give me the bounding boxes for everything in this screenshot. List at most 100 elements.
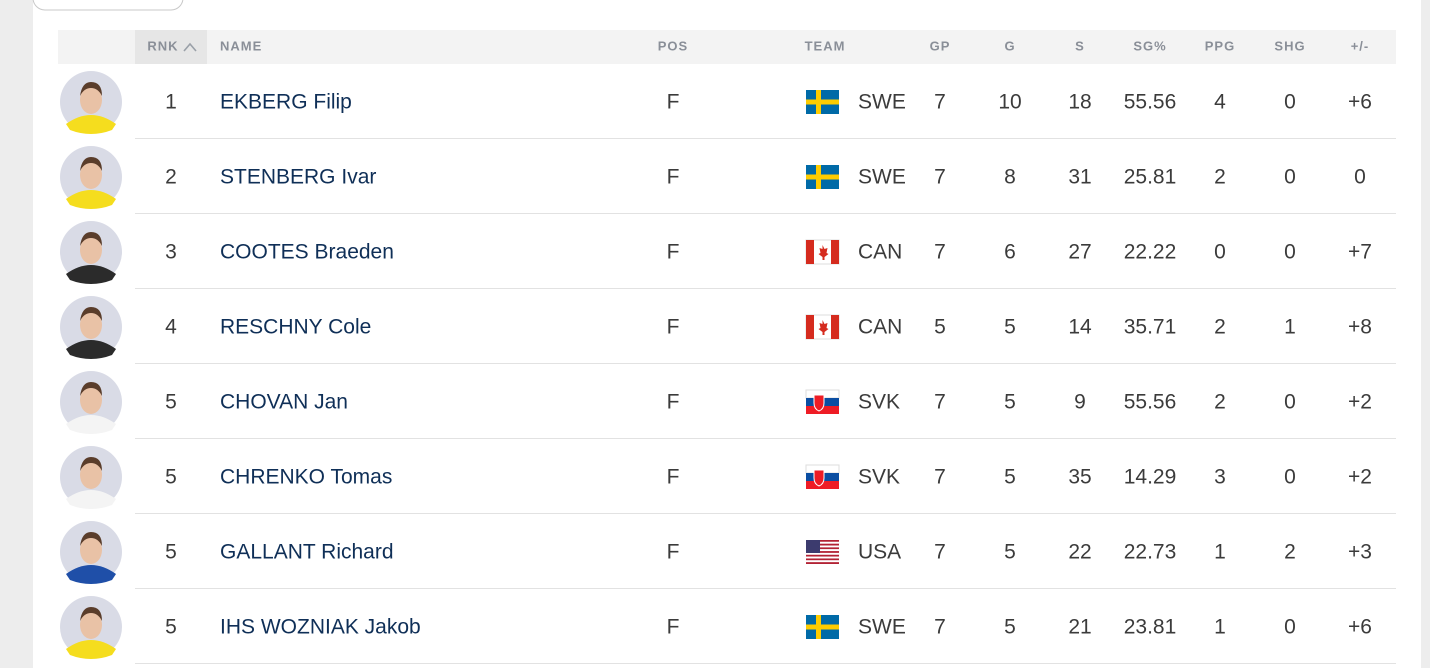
cell: 21 xyxy=(1068,616,1091,639)
cell: 0 xyxy=(1284,241,1296,264)
avatar-face xyxy=(80,311,102,339)
cell: 2 xyxy=(1284,541,1296,564)
cell: 7 xyxy=(934,541,946,564)
table-row[interactable]: 1 EKBERG Filip F SWE 7 10 18 55.56 4 0 +6 xyxy=(60,71,1396,139)
column-header[interactable]: +/- xyxy=(1351,38,1370,53)
player-name[interactable]: EKBERG Filip xyxy=(220,91,352,114)
cell: 2 xyxy=(1214,391,1226,414)
avatar-face xyxy=(80,86,102,114)
table-row[interactable]: 5 IHS WOZNIAK Jakob F SWE 7 5 21 23.81 1 0 +6 xyxy=(60,596,1396,664)
flag-stripe xyxy=(806,543,839,546)
cell: +8 xyxy=(1348,316,1372,339)
avatar-hair xyxy=(80,307,102,321)
cell: 7 xyxy=(934,166,946,189)
player-name[interactable]: CHRENKO Tomas xyxy=(220,466,392,489)
column-header[interactable]: S xyxy=(1075,38,1085,53)
table-row[interactable]: 4 RESCHNY Cole F CAN 5 5 14 35.71 2 1 +8 xyxy=(60,296,1396,364)
table-row[interactable]: 5 GALLANT Richard F USA 7 5 22 22.73 1 2 +3 xyxy=(60,521,1396,589)
column-header[interactable]: PPG xyxy=(1205,38,1235,53)
cell: +2 xyxy=(1348,466,1372,489)
cell: 2 xyxy=(1214,166,1226,189)
cell: 10 xyxy=(998,91,1021,114)
flag-band xyxy=(806,481,839,489)
header-row xyxy=(58,30,1396,64)
table-row[interactable]: 5 CHOVAN Jan F SVK 7 5 9 55.56 2 0 +2 xyxy=(60,371,1396,439)
column-header[interactable]: POS xyxy=(658,38,688,53)
cell: 3 xyxy=(165,241,177,264)
player-name[interactable]: IHS WOZNIAK Jakob xyxy=(220,616,421,639)
sorted-column-header[interactable] xyxy=(135,30,207,64)
avatar-jersey xyxy=(66,415,116,434)
avatar-jersey xyxy=(66,115,116,134)
cell: CAN xyxy=(858,316,902,339)
player-name[interactable]: GALLANT Richard xyxy=(220,541,394,564)
column-header[interactable]: NAME xyxy=(220,38,262,53)
cell: 5 xyxy=(1004,541,1016,564)
cell: 7 xyxy=(934,616,946,639)
cell: 1 xyxy=(1214,616,1226,639)
flag-canton xyxy=(806,540,820,553)
flag-stripe xyxy=(806,549,839,552)
avatar-face xyxy=(80,536,102,564)
player-name[interactable]: COOTES Braeden xyxy=(220,241,394,264)
avatar-face xyxy=(80,161,102,189)
player-name[interactable]: STENBERG Ivar xyxy=(220,166,376,189)
table-row[interactable]: 3 COOTES Braeden F CAN 7 6 27 22.22 0 0 +7 xyxy=(60,221,1396,289)
cell: F xyxy=(667,541,680,564)
column-header[interactable]: TEAM xyxy=(805,38,846,53)
cell: 5 xyxy=(165,466,177,489)
flag-band xyxy=(806,406,839,414)
flag-shield xyxy=(813,469,825,487)
avatar-face xyxy=(80,611,102,639)
sort-arrow xyxy=(183,42,197,52)
cell: 55.56 xyxy=(1124,91,1177,114)
top-button[interactable] xyxy=(32,0,184,11)
flag-band xyxy=(831,240,839,264)
cell: 9 xyxy=(1074,391,1086,414)
flag-band xyxy=(831,315,839,339)
avatar-jersey xyxy=(66,340,116,359)
column-header[interactable]: GP xyxy=(930,38,951,53)
cell: 0 xyxy=(1284,616,1296,639)
avatar-face xyxy=(80,386,102,414)
column-header[interactable]: SG% xyxy=(1133,38,1166,53)
cell: 27 xyxy=(1068,241,1091,264)
flag-band xyxy=(806,315,814,339)
cell: USA xyxy=(858,541,901,564)
cell: 22.73 xyxy=(1124,541,1177,564)
table-row[interactable]: 5 CHRENKO Tomas F SVK 7 5 35 14.29 3 0 +2 xyxy=(60,446,1396,514)
cell: 1 xyxy=(1284,316,1296,339)
avatar-jersey xyxy=(66,190,116,209)
cell: 1 xyxy=(1214,541,1226,564)
flag-band xyxy=(806,240,814,264)
table-row[interactable]: 2 STENBERG Ivar F SWE 7 8 31 25.81 2 0 0 xyxy=(60,146,1396,214)
maple-leaf xyxy=(818,245,829,260)
cell: 22.22 xyxy=(1124,241,1177,264)
panel xyxy=(33,0,1421,668)
cell: F xyxy=(667,391,680,414)
cell: 31 xyxy=(1068,166,1091,189)
cell: 0 xyxy=(1214,241,1226,264)
cell: 2 xyxy=(165,166,177,189)
cell: 7 xyxy=(934,466,946,489)
cell: 14 xyxy=(1068,316,1092,339)
flag-stripe xyxy=(806,541,839,544)
flag-stripe xyxy=(806,551,839,553)
avatar-face xyxy=(80,236,102,264)
avatar-jersey xyxy=(66,490,116,509)
column-header[interactable]: RNK xyxy=(147,38,178,53)
cell: 35 xyxy=(1068,466,1091,489)
player-name[interactable]: CHOVAN Jan xyxy=(220,391,348,414)
cell: 0 xyxy=(1284,391,1296,414)
cell: SVK xyxy=(858,391,900,414)
column-header[interactable]: SHG xyxy=(1274,38,1305,53)
avatar-jersey xyxy=(66,265,116,284)
column-header[interactable]: G xyxy=(1004,38,1015,53)
player-name[interactable]: RESCHNY Cole xyxy=(220,316,371,339)
avatar-hair xyxy=(80,157,102,171)
cell: F xyxy=(667,241,680,264)
cell: 5 xyxy=(1004,316,1016,339)
avatar-hair xyxy=(80,532,102,546)
cell: +3 xyxy=(1348,541,1372,564)
